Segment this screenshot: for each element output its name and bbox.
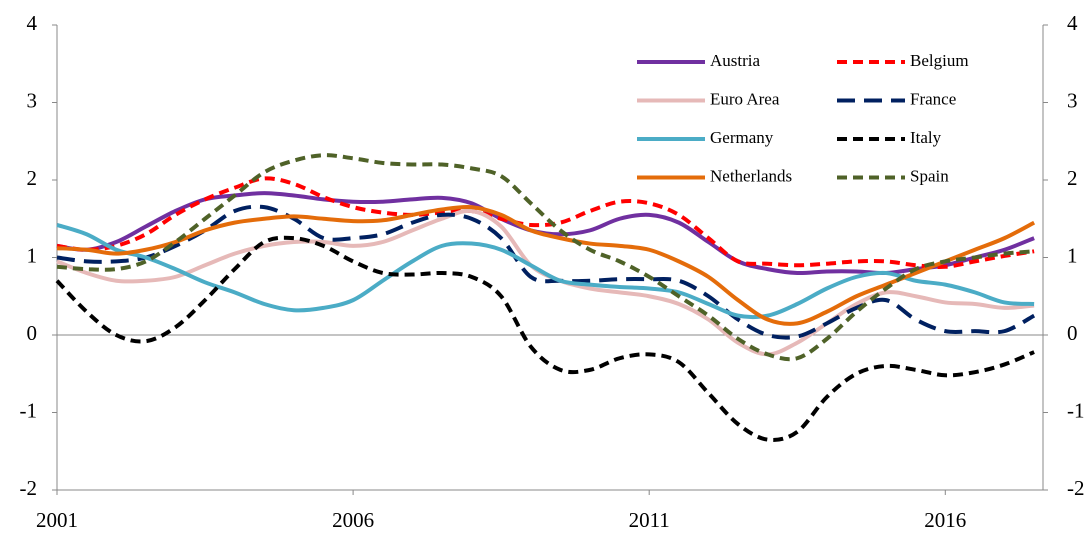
line-series: [56, 153, 1035, 362]
y-tick-label: 0: [27, 321, 38, 345]
line-series: [56, 176, 1035, 269]
x-tick-label: 2006: [332, 508, 374, 532]
legend-label: Spain: [910, 166, 949, 185]
y2-tick-label: 2: [1067, 166, 1078, 190]
x-tick-label: 2001: [36, 508, 78, 532]
line-series: [56, 204, 1036, 340]
y2-tick-label: 4: [1067, 11, 1078, 35]
y-tick-label: -2: [20, 476, 38, 500]
y2-tick-label: 0: [1067, 321, 1078, 345]
y2-tick-label: 3: [1067, 88, 1078, 112]
line-series: [56, 204, 1036, 326]
y-tick-label: 4: [27, 11, 38, 35]
y-tick-label: 2: [27, 166, 38, 190]
legend-label: Belgium: [910, 51, 969, 70]
legend-label: Italy: [910, 128, 942, 147]
legend-label: France: [910, 89, 956, 108]
legend-label: Netherlands: [710, 166, 792, 185]
x-tick-label: 2016: [924, 508, 966, 532]
y-tick-label: 3: [27, 88, 38, 112]
line-series: [56, 223, 1035, 320]
x-tick-label: 2011: [629, 508, 670, 532]
line-series: [55, 235, 1035, 442]
y2-tick-label: 1: [1067, 243, 1078, 267]
legend-label: Euro Area: [710, 89, 780, 108]
y-tick-label: -1: [20, 398, 38, 422]
legend-label: Austria: [710, 51, 761, 70]
legend-label: Germany: [710, 128, 774, 147]
y2-tick-label: -2: [1067, 476, 1085, 500]
y2-tick-label: -1: [1067, 398, 1085, 422]
y-tick-label: 1: [27, 243, 38, 267]
